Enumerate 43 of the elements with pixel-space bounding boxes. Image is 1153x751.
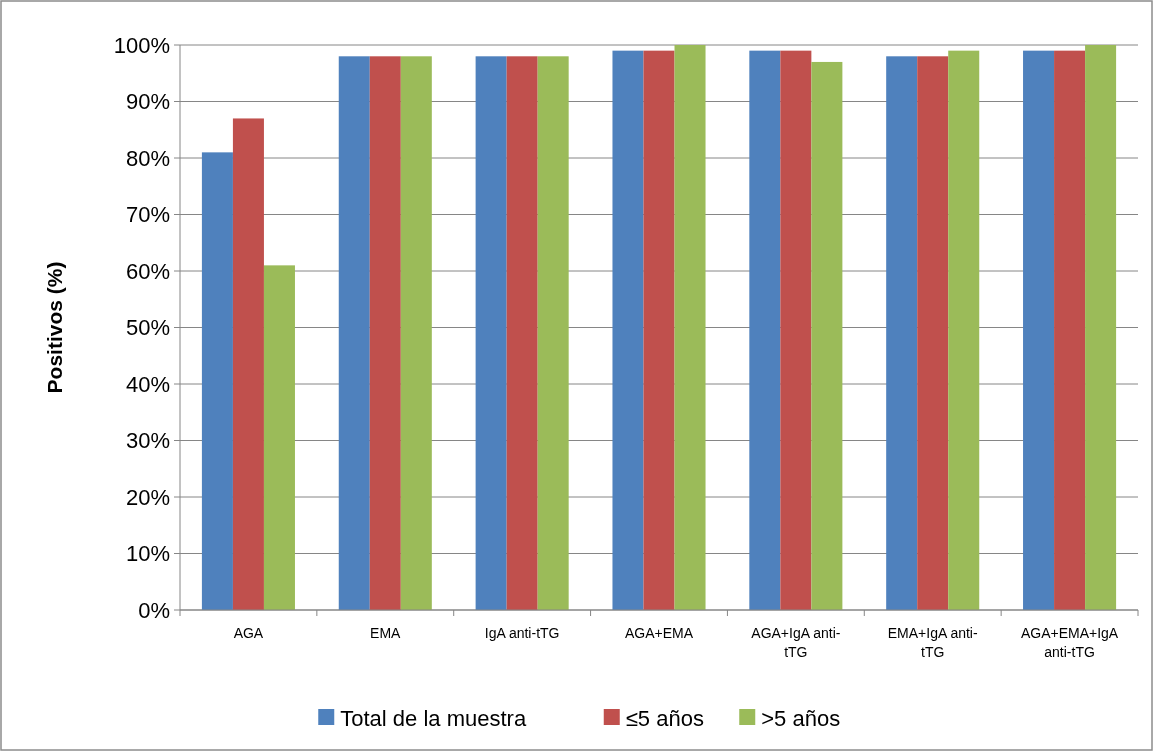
legend-label: >5 años xyxy=(761,705,841,731)
x-tick-label: EMA+IgA anti-tTG xyxy=(887,625,978,660)
x-tick-label: AGA+EMA+IgA anti-tTG xyxy=(1020,625,1119,660)
bar xyxy=(886,56,918,610)
y-tick-label: 0% xyxy=(138,597,170,623)
y-tick-label: 80% xyxy=(125,145,170,171)
bar xyxy=(749,50,781,610)
bar xyxy=(232,118,264,610)
x-tick-label: AGA+EMA xyxy=(624,625,694,641)
bar xyxy=(1023,50,1055,610)
bar xyxy=(537,56,569,610)
bar xyxy=(338,56,370,610)
y-tick-label: 30% xyxy=(125,428,170,454)
y-tick-label: 50% xyxy=(125,315,170,341)
y-tick-label: 100% xyxy=(113,32,170,58)
legend-label: ≤5 años xyxy=(625,705,704,731)
bar xyxy=(1054,50,1086,610)
bar xyxy=(263,265,295,610)
y-tick-label: 20% xyxy=(125,484,170,510)
x-tick-label: AGA+IgA anti-tTG xyxy=(751,625,841,660)
x-tick-label: AGA xyxy=(233,625,264,641)
x-tick-label: EMA xyxy=(370,625,402,641)
y-tick-label: 60% xyxy=(125,258,170,284)
x-tick-label: IgA anti-tTG xyxy=(484,625,560,641)
bar xyxy=(400,56,432,610)
bar xyxy=(948,50,980,610)
bar xyxy=(780,50,812,610)
bar xyxy=(811,61,843,610)
bar xyxy=(1085,45,1117,610)
y-tick-label: 40% xyxy=(125,371,170,397)
y-tick-label: 90% xyxy=(125,89,170,115)
bar xyxy=(917,56,949,610)
bar xyxy=(201,152,233,610)
bar xyxy=(475,56,507,610)
bar xyxy=(643,50,675,610)
bar xyxy=(612,50,644,610)
legend-label: Total de la muestra xyxy=(340,705,527,731)
bar xyxy=(506,56,538,610)
bar xyxy=(674,45,706,610)
y-tick-label: 70% xyxy=(125,202,170,228)
y-axis-title: Positivos (%) xyxy=(43,261,66,394)
bar xyxy=(369,56,401,610)
y-tick-label: 10% xyxy=(125,541,170,567)
